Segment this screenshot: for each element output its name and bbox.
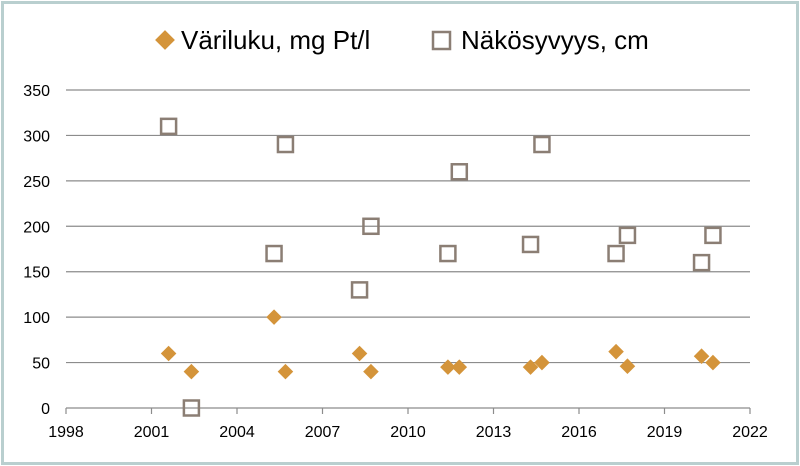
y-tick-label: 200 (23, 219, 50, 236)
data-point-nakosyvyys (607, 244, 625, 263)
data-point-nakosyvyys (159, 117, 178, 136)
data-point-nakosyvyys (276, 135, 295, 154)
data-point-nakosyvyys (692, 253, 711, 272)
data-point-nakosyvyys (521, 235, 540, 254)
data-point-variluku (619, 358, 636, 374)
y-tick-label: 0 (41, 401, 50, 418)
data-point-variluku (451, 359, 468, 375)
data-point-variluku (266, 309, 282, 325)
data-point-variluku (363, 363, 379, 380)
y-tick-label: 300 (23, 128, 50, 145)
data-point-nakosyvyys (533, 135, 551, 154)
x-tick-label: 2007 (305, 424, 341, 441)
legend-item-series-2: Näkösyvyys, cm (431, 25, 649, 55)
data-point-variluku (160, 345, 177, 362)
data-point-nakosyvyys (362, 217, 380, 236)
data-point-nakosyvyys (182, 399, 201, 417)
y-tick-label: 50 (32, 356, 50, 373)
legend-label-series-1: Väriluku, mg Pt/l (181, 25, 370, 55)
legend: Väriluku, mg Pt/l Näkösyvyys, cm (155, 25, 649, 55)
gridlines (66, 89, 750, 364)
legend-label-series-2: Näkösyvyys, cm (461, 25, 649, 55)
data-point-nakosyvyys (350, 281, 369, 299)
data-point-variluku (277, 363, 294, 380)
data-point-nakosyvyys (618, 226, 637, 245)
y-tick-label: 150 (23, 265, 50, 282)
data-point-nakosyvyys (450, 163, 469, 181)
diamond-marker-icon (155, 30, 175, 50)
data-point-variluku (608, 343, 624, 360)
y-tick-label: 250 (23, 174, 50, 191)
x-tick-label: 2001 (134, 424, 170, 441)
x-tick-label: 2013 (476, 424, 512, 441)
x-tick-label: 2019 (647, 424, 683, 441)
y-tick-label: 350 (23, 83, 50, 100)
data-point-variluku (183, 363, 200, 380)
axes: 0 50 100 150 200 250 300 350 1998 2001 2004 2007 201… (23, 83, 768, 441)
x-tick-label: 2010 (390, 424, 426, 441)
x-tick-label: 2022 (732, 424, 768, 441)
data-point-nakosyvyys (265, 244, 283, 263)
open-square-marker-icon (431, 30, 452, 51)
data-point-nakosyvyys (439, 244, 457, 263)
data-point-nakosyvyys (704, 226, 722, 245)
data-marks (159, 117, 722, 417)
y-tick-label: 100 (23, 310, 50, 327)
legend-item-series-1: Väriluku, mg Pt/l (155, 25, 370, 55)
data-point-variluku (351, 345, 368, 362)
x-tick-label: 2016 (561, 424, 597, 441)
x-tick-label: 2004 (219, 424, 255, 441)
x-tick-label: 1998 (48, 424, 84, 441)
